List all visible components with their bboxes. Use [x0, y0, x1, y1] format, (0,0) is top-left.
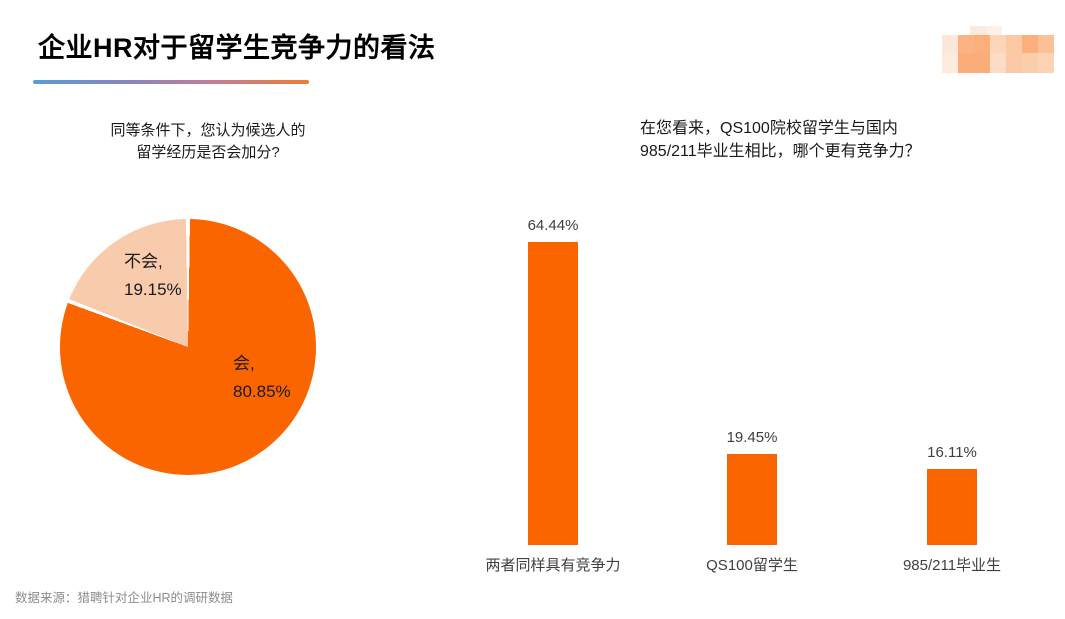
pie-question-line1: 同等条件下，您认为候选人的: [110, 122, 306, 139]
bar-chart: 64.44% 19.45% 16.11%: [0, 205, 1065, 545]
pie-slice-no-value: 19.15%: [124, 280, 182, 299]
title-underline-divider: [33, 80, 309, 84]
bar-value-label: 16.11%: [927, 444, 977, 461]
bar-rect: [528, 242, 578, 545]
bar-rect: [927, 469, 977, 545]
bar-group: 19.45%: [727, 429, 777, 545]
blurred-logo: [942, 26, 1065, 73]
pie-chart-question: 同等条件下，您认为候选人的 留学经历是否会加分?: [58, 120, 358, 164]
bar-question-line1: 在您看来，QS100院校留学生与国内: [640, 120, 898, 137]
data-source-note: 数据来源：猎聘针对企业HR的调研数据: [15, 591, 234, 605]
bar-rect: [727, 454, 777, 545]
page-title: 企业HR对于留学生竞争力的看法: [38, 33, 436, 63]
pie-slice-yes-value: 80.85%: [233, 382, 291, 401]
pie-chart: [60, 219, 316, 475]
pie-question-line2: 留学经历是否会加分?: [136, 144, 280, 161]
bar-category-label: 两者同样具有竞争力: [485, 557, 621, 574]
bar-value-label: 19.45%: [726, 429, 778, 446]
bar-group: 64.44%: [528, 217, 578, 545]
bar-value-label: 64.44%: [527, 217, 579, 234]
pie-slice-no-name: 不会,: [124, 252, 163, 271]
bar-chart-question: 在您看来，QS100院校留学生与国内 985/211毕业生相比，哪个更有竞争力？: [640, 117, 1040, 163]
blurred-logo-row: [954, 26, 1065, 35]
blurred-logo-row: [942, 53, 1065, 73]
bar-question-line2: 985/211毕业生相比，哪个更有竞争力？: [640, 143, 921, 160]
bar-category-label: QS100留学生: [706, 557, 798, 574]
pie-slice-yes-name: 会,: [233, 354, 255, 373]
bar-group: 16.11%: [927, 444, 977, 545]
pie-slice-label-no: 不会, 19.15%: [124, 248, 182, 304]
blurred-logo-row: [942, 35, 1065, 53]
bar-category-label: 985/211毕业生: [902, 557, 1002, 574]
pie-slice-label-yes: 会, 80.85%: [233, 350, 291, 406]
